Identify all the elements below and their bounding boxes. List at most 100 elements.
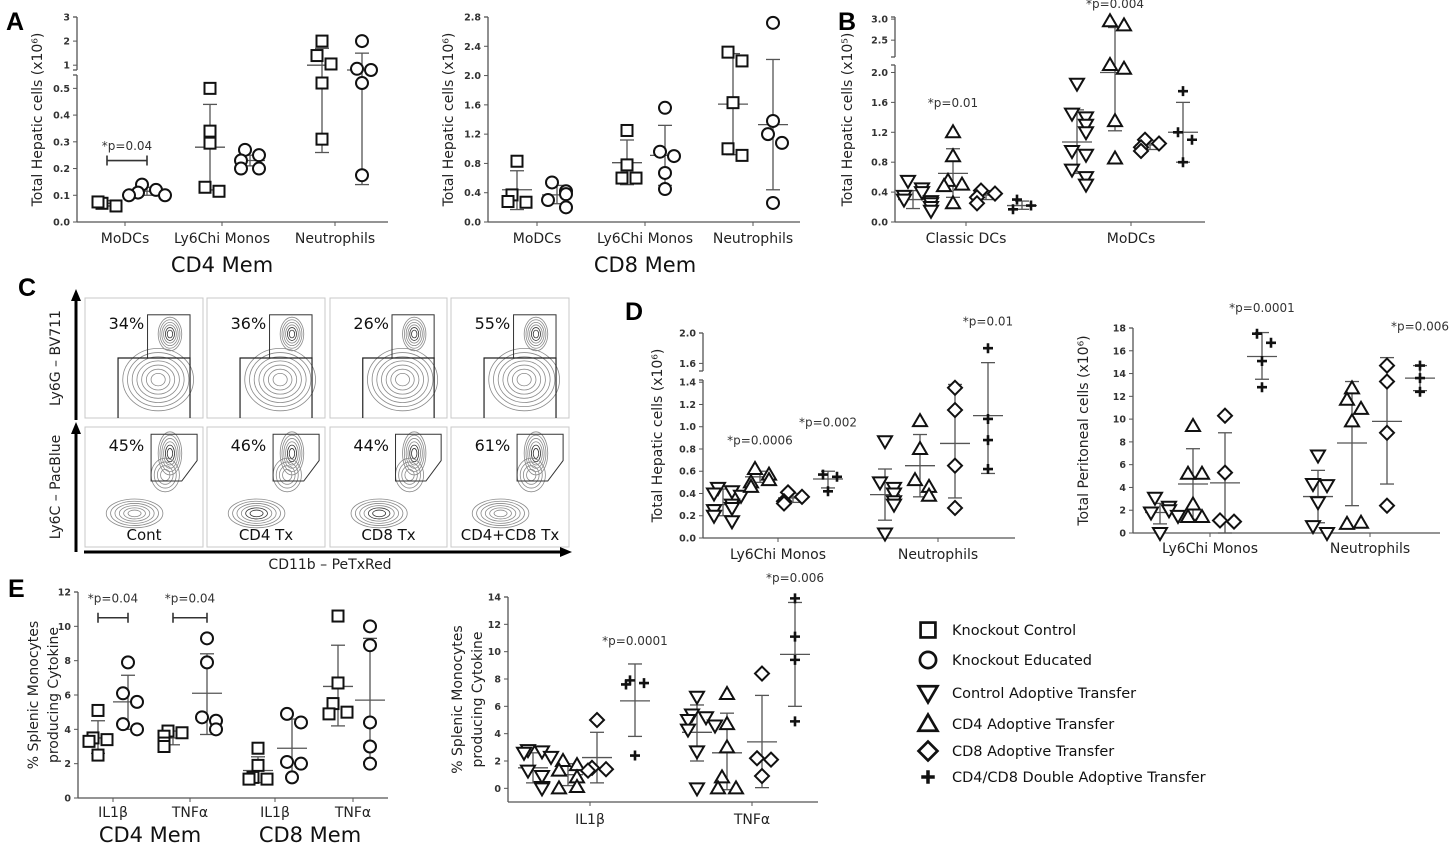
contour-line (493, 509, 508, 518)
contour-line (398, 461, 421, 489)
data-point (630, 750, 640, 761)
legend-item: Knockout Educated (918, 650, 1092, 670)
contour-line (390, 368, 415, 391)
y-tick-label: 1.6 (464, 100, 481, 111)
y-tick-label: 1.2 (464, 130, 481, 141)
data-point (1077, 126, 1095, 142)
y-tick-label: 4 (64, 725, 71, 736)
legend-item: CD4/CD8 Double Adoptive Transfer (921, 770, 1206, 786)
data-point (775, 135, 789, 150)
contour-line (249, 509, 264, 518)
contour-line (411, 329, 418, 339)
contour-line (502, 360, 546, 399)
y-tick-label: 4 (1119, 483, 1126, 494)
data-group-circle (758, 15, 789, 210)
data-point (723, 515, 741, 531)
y-tick-label: 0.0 (53, 218, 70, 229)
data-point (679, 723, 697, 739)
data-point (252, 148, 266, 163)
legend-item: CD8 Adoptive Transfer (916, 739, 1114, 763)
x-category-label: Neutrophils (1330, 541, 1410, 557)
arrowhead-icon (560, 547, 572, 557)
data-point (588, 711, 606, 729)
chart-b: 0.0 0.4 0.8 1.2 1.6 2.0 2.5 3.0 Classic DCs MoDCs… (840, 0, 1205, 247)
data-point (1252, 328, 1262, 339)
data-group-square (501, 154, 533, 211)
data-point (762, 751, 780, 769)
y-tick-label: 1.4 (679, 378, 696, 389)
condition-label: CD4 Tx (239, 526, 293, 544)
contour-line (275, 461, 299, 489)
condition-label: CD4+CD8 Tx (461, 526, 560, 544)
y-tick-label: 14 (1113, 369, 1127, 380)
chart-a-cd8: 0.0 0.4 0.8 1.2 1.6 2.0 2.4 2.8 MoDCs Ly6Chi Mono… (441, 13, 800, 277)
y-tick-label: 0.4 (53, 111, 70, 122)
data-point (1178, 86, 1188, 97)
contour-line (367, 507, 391, 520)
contour-line (232, 500, 281, 526)
data-point (1077, 111, 1095, 127)
data-group-diamond (1132, 131, 1168, 160)
data-group-diamond (1372, 356, 1402, 515)
data-point (1309, 449, 1327, 465)
y-tick-label: 12 (58, 588, 71, 599)
data-point (766, 195, 780, 210)
y-tick-label: 2.0 (871, 68, 888, 79)
data-point (545, 175, 559, 190)
data-point (510, 154, 524, 168)
data-point (533, 770, 551, 786)
x-category-label: IL1β (575, 812, 605, 828)
ly6g-plot-1: 34% (84, 297, 204, 419)
chart-title: CD4 Mem (171, 253, 273, 277)
panel-label-e: E (8, 575, 25, 603)
arrowhead-icon (71, 289, 81, 301)
contour-line (245, 507, 268, 520)
data-group-circle (650, 100, 681, 197)
data-point (922, 204, 940, 220)
contour-line (531, 327, 541, 341)
data-point (1343, 379, 1361, 395)
x-category-label: Neutrophils (898, 547, 978, 563)
contour-line (395, 372, 410, 387)
y-tick-label: 3 (63, 13, 70, 24)
data-point (658, 165, 672, 180)
data-point (658, 100, 672, 115)
y-tick-label: 4 (494, 729, 501, 740)
ly6g-axis-label: Ly6G – BV711 (48, 310, 64, 406)
data-group-circle (192, 631, 223, 737)
data-group-diamond (775, 483, 811, 512)
data-point (876, 527, 894, 543)
ly6c-hi-gate (516, 433, 564, 482)
contour-line (281, 434, 303, 473)
contour-line (105, 498, 164, 529)
data-point (790, 593, 800, 604)
data-point (911, 440, 929, 455)
data-point (895, 193, 913, 209)
data-point (1179, 464, 1197, 480)
ly6c-hi-gate (395, 433, 442, 482)
data-point (1304, 520, 1322, 536)
p-value-annotation: *p=0.0001 (1229, 301, 1295, 315)
data-point (718, 738, 736, 754)
data-point (355, 34, 369, 49)
y-tick-label: 2.4 (464, 42, 481, 53)
contour-line (376, 356, 429, 403)
contour-line (159, 434, 181, 473)
contour-line (267, 368, 293, 391)
data-point (203, 136, 217, 150)
data-point (946, 457, 964, 475)
contour-line (409, 444, 420, 463)
gate-percent: 44% (353, 436, 389, 455)
contour-line (532, 448, 540, 459)
data-point (501, 195, 515, 208)
data-group-tri-up (1100, 12, 1133, 165)
data-point (82, 734, 96, 748)
data-point (1415, 386, 1425, 397)
data-point (1151, 527, 1169, 542)
x-category-label: MoDCs (1107, 231, 1156, 247)
data-point (615, 171, 629, 185)
cd11b-axis-label: CD11b – PeTxRed (268, 557, 391, 573)
x-category-label: TNFα (334, 805, 371, 821)
chart-d-peritoneal: 0 2 4 6 8 10 12 14 16 18 Ly6Chi Monos Neutrophils To… (1076, 301, 1449, 557)
diamond-icon (916, 739, 940, 763)
